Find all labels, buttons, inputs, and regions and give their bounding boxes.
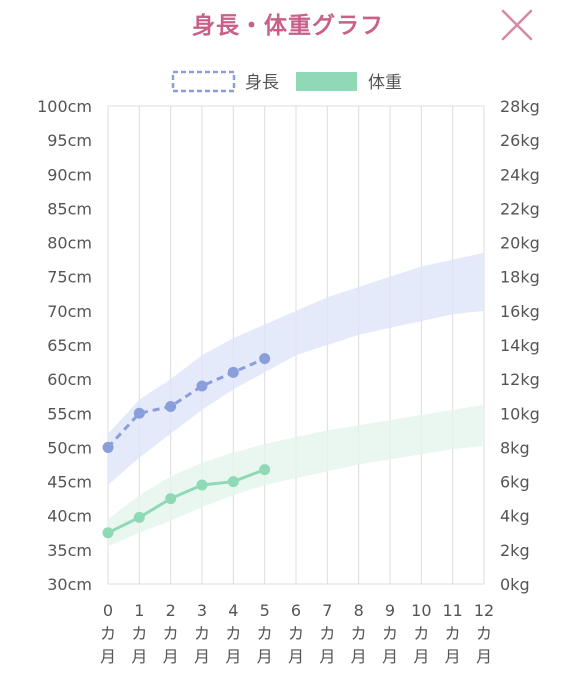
- y-right-tick-label: 26kg: [500, 131, 540, 150]
- y-left-tick-label: 95cm: [47, 131, 92, 150]
- weight-series-line: [107, 468, 266, 535]
- height-data-point: [227, 366, 239, 378]
- height-data-point: [102, 441, 114, 453]
- height-data-point: [196, 380, 208, 392]
- y-left-tick-label: 50cm: [47, 438, 92, 457]
- x-tick-label: 6 カ月: [288, 601, 304, 666]
- y-right-tick-label: 12kg: [500, 370, 540, 389]
- height-data-point: [259, 353, 271, 365]
- y-left-tick-label: 75cm: [47, 268, 92, 287]
- y-right-tick-label: 4kg: [500, 507, 530, 526]
- x-tick-label: 5 カ月: [257, 601, 273, 666]
- y-right-tick-label: 6kg: [500, 473, 530, 492]
- x-tick-label: 8 カ月: [351, 601, 367, 666]
- x-tick-label: 3 カ月: [194, 601, 210, 666]
- height-data-point: [133, 407, 145, 419]
- y-right-tick-label: 20kg: [500, 234, 540, 253]
- y-left-tick-label: 35cm: [47, 541, 92, 560]
- y-right-tick-label: 10kg: [500, 404, 540, 423]
- x-tick-label: 11 カ月: [442, 601, 462, 666]
- legend-label-weight: 体重: [368, 73, 402, 93]
- y-right-tick-label: 18kg: [500, 268, 540, 287]
- x-tick-label: 1 カ月: [131, 601, 147, 666]
- weight-data-point: [133, 511, 145, 523]
- y-left-tick-label: 55cm: [47, 404, 92, 423]
- y-right-tick-label: 28kg: [500, 97, 540, 116]
- y-left-tick-label: 45cm: [47, 473, 92, 492]
- y-right-tick-label: 24kg: [500, 165, 540, 184]
- x-tick-label: 9 カ月: [382, 601, 398, 666]
- x-tick-label: 12 カ月: [474, 601, 494, 666]
- weight-data-point: [227, 476, 239, 488]
- page-title: 身長・体重グラフ: [192, 13, 384, 39]
- y-right-tick-label: 14kg: [500, 336, 540, 355]
- x-tick-label: 4 カ月: [225, 601, 241, 666]
- legend-label-height: 身長: [245, 73, 279, 93]
- height-series-line: [106, 357, 266, 449]
- x-tick-label: 7 カ月: [319, 601, 335, 666]
- weight-data-point: [165, 493, 177, 505]
- y-right-tick-label: 16kg: [500, 302, 540, 321]
- y-left-tick-label: 100cm: [37, 97, 92, 116]
- y-right-tick-label: 22kg: [500, 199, 540, 218]
- y-right-tick-label: 0kg: [500, 575, 530, 594]
- x-tick-label: 0 カ月: [100, 601, 116, 666]
- x-tick-label: 2 カ月: [163, 601, 179, 666]
- x-tick-label: 10 カ月: [411, 601, 431, 666]
- weight-range-band: [108, 404, 484, 547]
- legend-swatch-height: [171, 70, 236, 93]
- weight-data-point: [102, 527, 114, 539]
- weight-data-point: [196, 479, 208, 491]
- y-left-tick-label: 30cm: [47, 575, 92, 594]
- y-right-tick-label: 2kg: [500, 541, 530, 560]
- close-icon[interactable]: [500, 8, 534, 42]
- y-left-tick-label: 85cm: [47, 199, 92, 218]
- y-left-tick-label: 80cm: [47, 234, 92, 253]
- y-left-tick-label: 60cm: [47, 370, 92, 389]
- legend-swatch-weight: [296, 72, 357, 91]
- weight-data-point: [259, 464, 271, 476]
- y-left-tick-label: 65cm: [47, 336, 92, 355]
- height-data-point: [165, 400, 177, 412]
- y-left-tick-label: 40cm: [47, 507, 92, 526]
- y-right-tick-label: 8kg: [500, 438, 530, 457]
- height-range-band: [108, 252, 484, 485]
- y-left-tick-label: 70cm: [47, 302, 92, 321]
- y-left-tick-label: 90cm: [47, 165, 92, 184]
